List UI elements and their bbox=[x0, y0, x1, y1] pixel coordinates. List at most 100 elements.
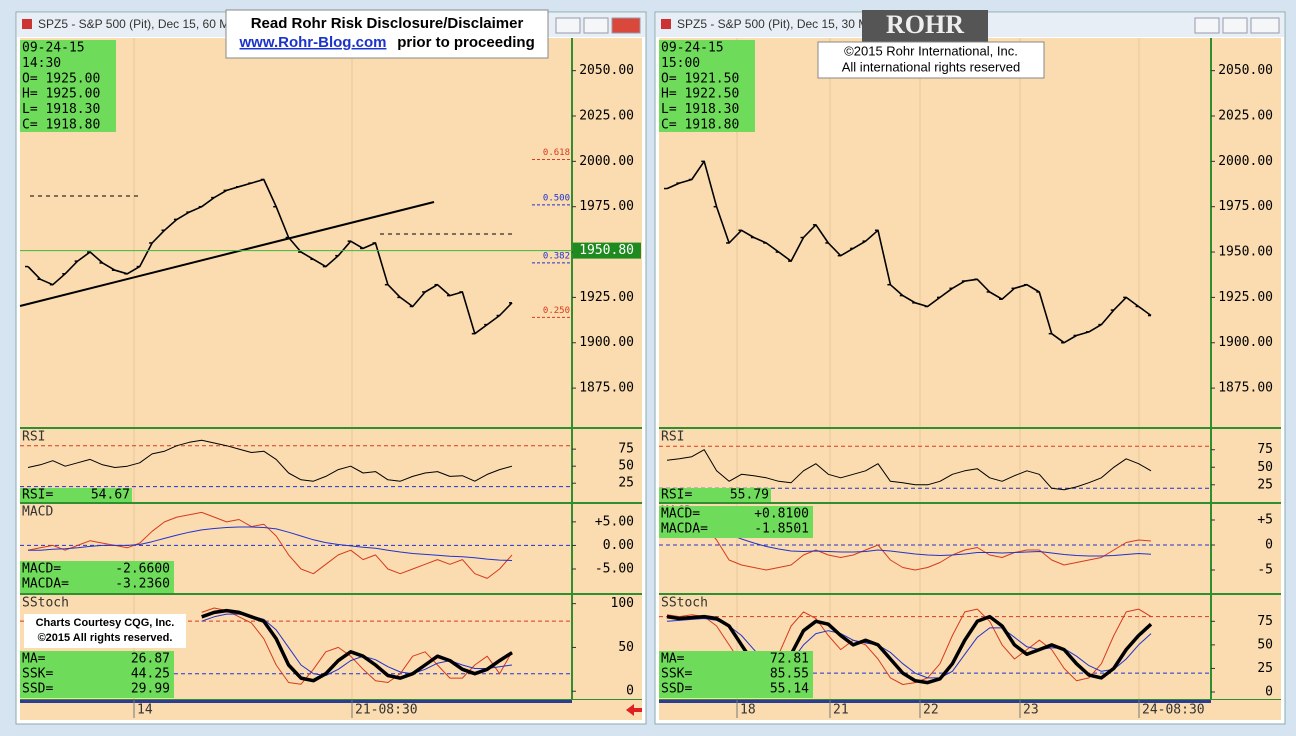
panel-title: RSI bbox=[661, 430, 684, 445]
y-tick-label: 1900.00 bbox=[1218, 335, 1273, 350]
readout-value: 26.87 bbox=[131, 652, 170, 667]
y-tick-label: 2025.00 bbox=[1218, 109, 1273, 124]
readout-label: MA= bbox=[661, 652, 685, 667]
minimize-button[interactable] bbox=[555, 17, 581, 34]
disclaimer-box bbox=[225, 9, 549, 59]
window-icon bbox=[661, 19, 671, 29]
fib-label: 0.500 bbox=[543, 193, 570, 203]
fib-label: 0.250 bbox=[543, 306, 570, 316]
y-tick-label: 1925.00 bbox=[579, 290, 634, 305]
trendline bbox=[19, 201, 435, 307]
readout-label: RSI= bbox=[661, 488, 692, 503]
logo: ROHR bbox=[886, 10, 964, 39]
time-axis bbox=[20, 700, 642, 718]
readout-box bbox=[659, 506, 813, 538]
info-box bbox=[659, 40, 755, 132]
readout-label: MACD= bbox=[661, 507, 700, 522]
info-line: O= 1921.50 bbox=[661, 71, 739, 86]
y-tick-label: 25 bbox=[1257, 661, 1273, 676]
readout-value: -3.2360 bbox=[115, 577, 170, 592]
y-tick-label: 2050.00 bbox=[579, 63, 634, 78]
y-tick-label: 75 bbox=[1257, 614, 1273, 629]
y-tick-label: 75 bbox=[1257, 442, 1273, 457]
y-tick-label: 2000.00 bbox=[1218, 154, 1273, 169]
readout-value: -2.6600 bbox=[115, 562, 170, 577]
window-title: SPZ5 - S&P 500 (Pit), Dec 15, 60 Min bbox=[38, 17, 239, 31]
y-tick-label: +5.00 bbox=[595, 514, 634, 529]
info-line: C= 1918.80 bbox=[22, 118, 100, 133]
time-label: 18 bbox=[740, 703, 756, 718]
scroll-arrow[interactable] bbox=[626, 704, 642, 716]
readout-box bbox=[659, 488, 771, 502]
y-tick-label: 25 bbox=[1257, 477, 1273, 492]
panel-title: RSI bbox=[22, 430, 45, 445]
time-label: 24-08:30 bbox=[1142, 703, 1205, 718]
y-tick-label: 25 bbox=[618, 476, 634, 491]
readout-value: 85.55 bbox=[770, 667, 809, 682]
time-label: 22 bbox=[923, 703, 939, 718]
panel-title: SStoch bbox=[661, 596, 708, 611]
info-line: 09-24-15 bbox=[22, 41, 85, 56]
courtesy-box bbox=[24, 614, 186, 648]
y-tick-label: 1875.00 bbox=[579, 381, 634, 396]
y-tick-label: 0 bbox=[626, 684, 634, 699]
series-line bbox=[666, 449, 1152, 491]
y-tick-label: 2000.00 bbox=[579, 154, 634, 169]
readout-value: 55.79 bbox=[730, 488, 769, 503]
readout-label: SSD= bbox=[661, 682, 692, 697]
time-label: 23 bbox=[1023, 703, 1039, 718]
readout-label: MACD= bbox=[22, 562, 61, 577]
disclaimer-link[interactable]: www.Rohr-Blog.com bbox=[239, 34, 387, 51]
readout-box bbox=[20, 561, 174, 593]
copyright-box bbox=[817, 41, 1045, 79]
readout-label: SSK= bbox=[661, 667, 692, 682]
y-tick-label: 1950.00 bbox=[1218, 245, 1273, 260]
y-tick-label: 75 bbox=[618, 442, 634, 457]
series-line bbox=[666, 524, 1152, 571]
courtesy-text: ©2015 All rights reserved. bbox=[38, 632, 173, 644]
last-price-label: 1950.80 bbox=[579, 243, 634, 258]
maximize-button[interactable] bbox=[583, 17, 609, 34]
disclaimer-text: prior to proceeding bbox=[397, 34, 535, 51]
minimize-button[interactable] bbox=[1194, 17, 1220, 34]
time-label: 14 bbox=[137, 703, 153, 718]
fib-label: 0.618 bbox=[543, 148, 570, 158]
y-tick-label: 0 bbox=[1265, 538, 1273, 553]
session-strip bbox=[659, 700, 1211, 703]
readout-label: MA= bbox=[22, 652, 46, 667]
readout-label: MACDA= bbox=[661, 522, 708, 537]
series-line bbox=[201, 608, 513, 683]
time-label: 21-08:30 bbox=[355, 703, 418, 718]
session-strip bbox=[20, 700, 572, 703]
readout-box bbox=[20, 488, 132, 502]
copyright-text: ©2015 Rohr International, Inc. bbox=[844, 43, 1018, 58]
fib-label: 0.382 bbox=[543, 251, 570, 261]
maximize-button[interactable] bbox=[1222, 17, 1248, 34]
disclaimer-text: Read Rohr Risk Disclosure/Disclaimer bbox=[251, 15, 524, 32]
y-tick-label: 1875.00 bbox=[1218, 381, 1273, 396]
y-tick-label: 1975.00 bbox=[1218, 199, 1273, 214]
series-line bbox=[28, 526, 513, 561]
series-line bbox=[27, 439, 513, 482]
y-tick-label: 1925.00 bbox=[1218, 290, 1273, 305]
overlays: Read Rohr Risk Disclosure/Disclaimer www… bbox=[24, 9, 1045, 648]
y-tick-label: 1975.00 bbox=[579, 199, 634, 214]
series-line bbox=[666, 618, 1152, 679]
close-button[interactable] bbox=[611, 17, 641, 34]
copyright-text: All international rights reserved bbox=[842, 59, 1020, 74]
panel-title: MACD bbox=[22, 505, 53, 520]
info-line: L= 1918.30 bbox=[661, 102, 739, 117]
last-price-box bbox=[573, 242, 641, 259]
info-line: L= 1918.30 bbox=[22, 102, 100, 117]
window-title: SPZ5 - S&P 500 (Pit), Dec 15, 30 Min bbox=[677, 17, 878, 31]
series-line bbox=[666, 527, 1152, 557]
close-button[interactable] bbox=[1250, 17, 1280, 34]
y-tick-label: 2050.00 bbox=[1218, 63, 1273, 78]
readout-value: 55.14 bbox=[770, 682, 809, 697]
y-tick-label: 50 bbox=[618, 459, 634, 474]
series-line bbox=[27, 511, 513, 579]
chart-windows: SPZ5 - S&P 500 (Pit), Dec 15, 60 Min1875… bbox=[15, 11, 1286, 725]
info-line: 09-24-15 bbox=[661, 41, 724, 56]
